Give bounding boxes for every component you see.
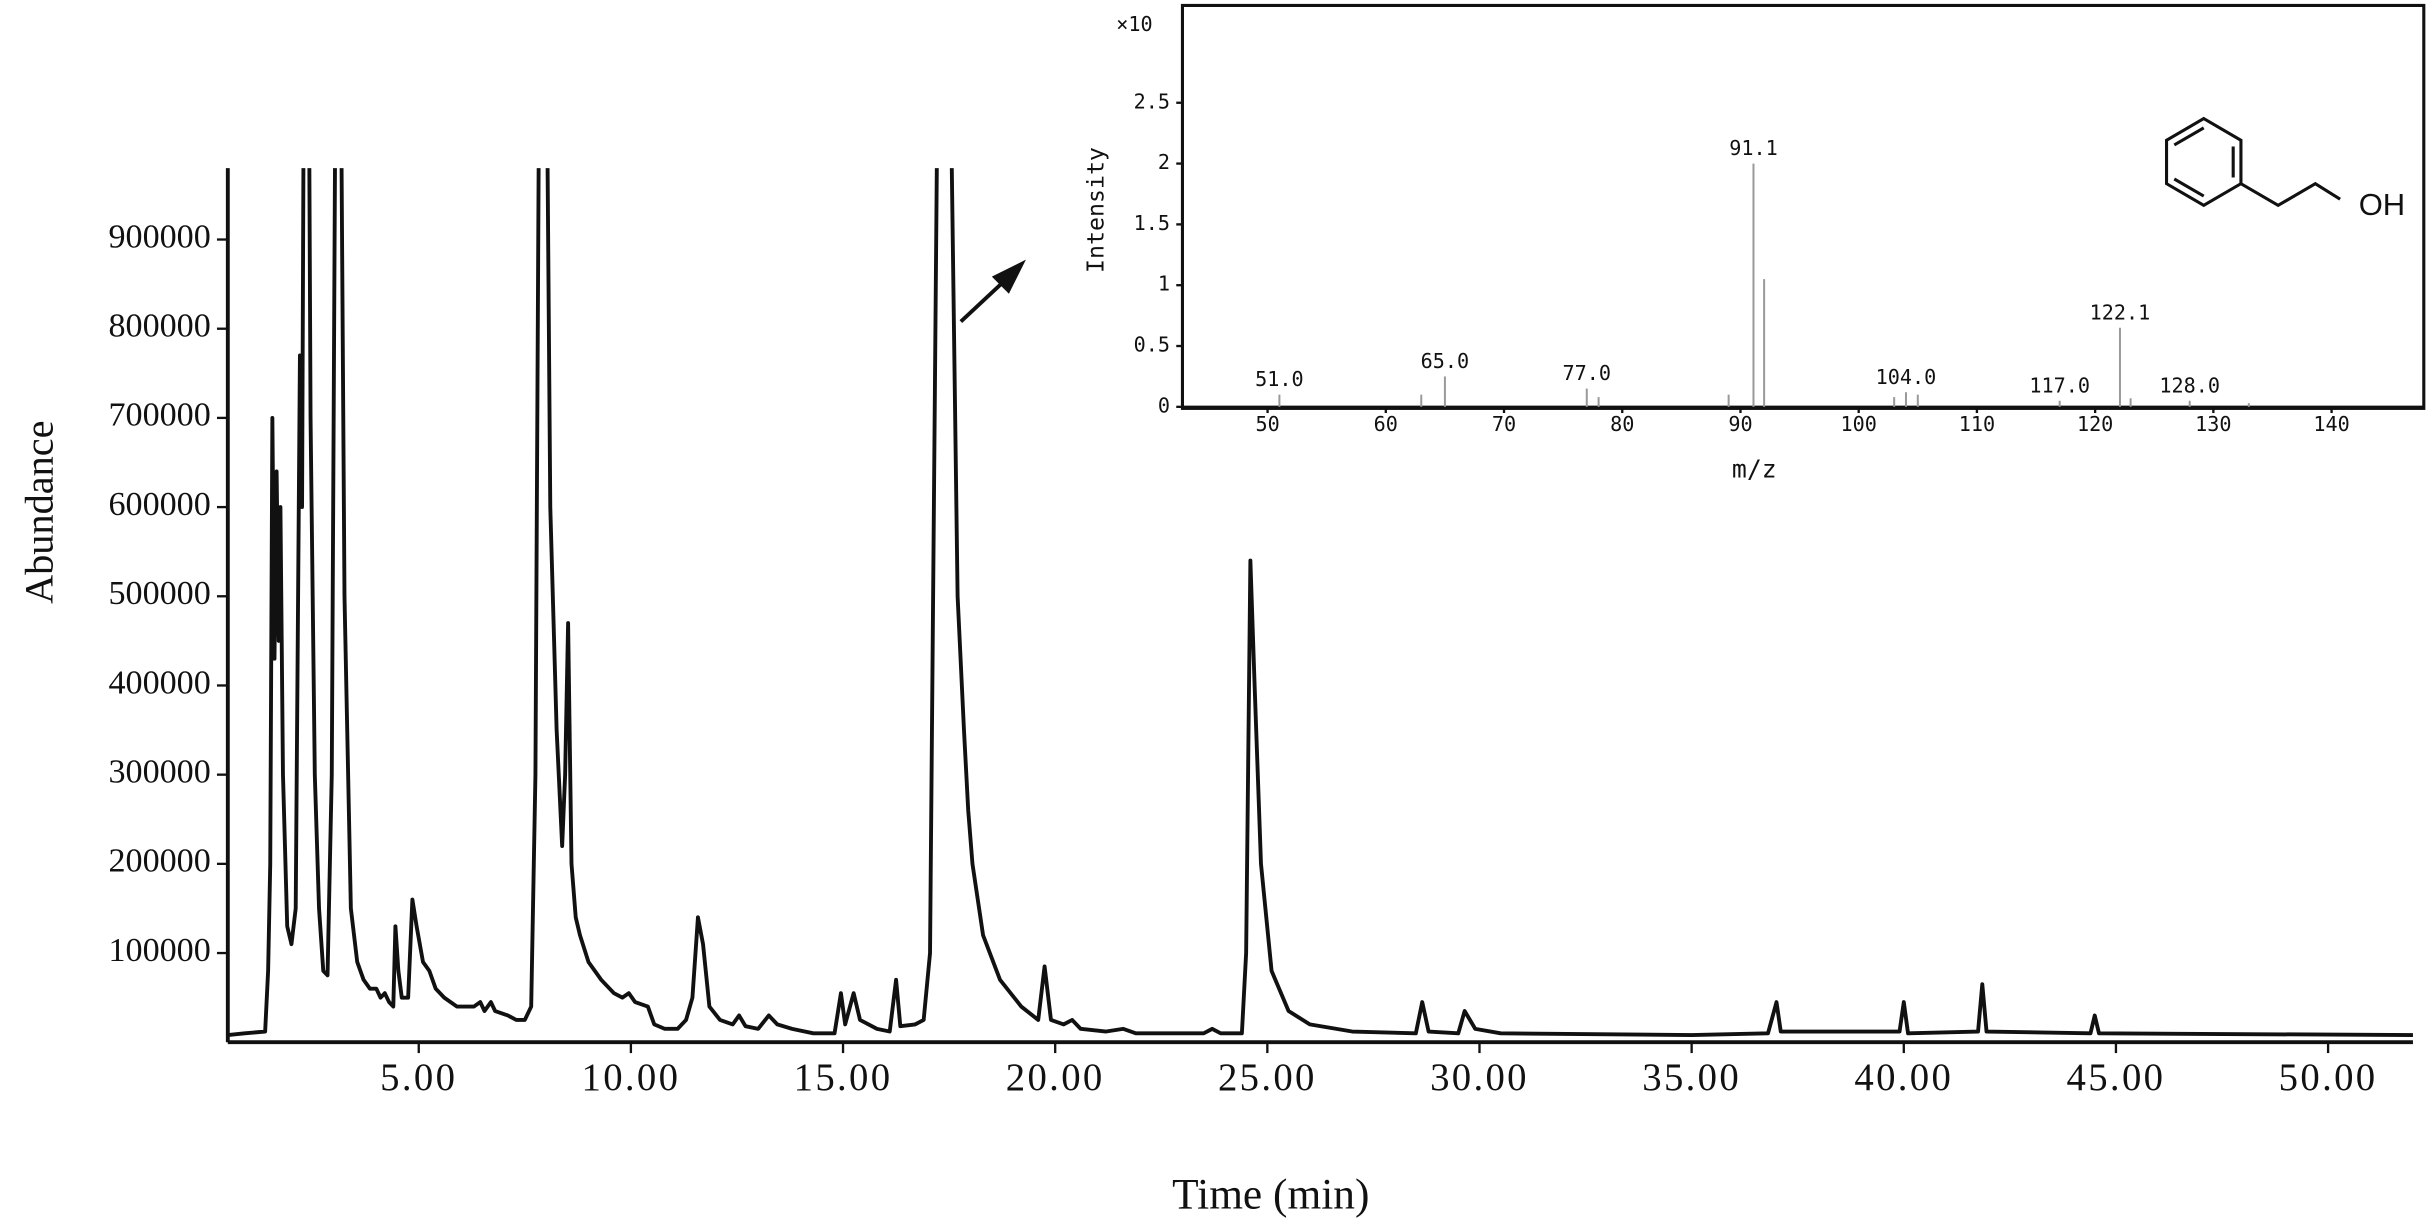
y-tick-label: 400000	[109, 664, 211, 701]
x-tick-label: 60	[1374, 412, 1398, 436]
x-tick-label: 110	[1959, 412, 1995, 436]
y-tick-label: 300000	[109, 753, 211, 790]
structure-label: OH	[2359, 187, 2405, 222]
y-tick-label: 1	[1158, 272, 1170, 296]
arrow-head	[991, 259, 1026, 294]
x-tick-label: 130	[2195, 412, 2231, 436]
y-tick-label: 1.5	[1134, 211, 1170, 235]
y-axis-title: Abundance	[17, 420, 62, 603]
x-tick-label: 90	[1728, 412, 1752, 436]
x-tick-label: 25.00	[1218, 1056, 1317, 1099]
x-tick-label: 15.00	[794, 1056, 893, 1099]
x-tick-label: 45.00	[2067, 1056, 2166, 1099]
y-tick-label: 2	[1158, 150, 1170, 174]
x-tick-label: 70	[1492, 412, 1516, 436]
x-tick-label: 5.00	[380, 1056, 457, 1099]
x-tick-label: 30.00	[1430, 1056, 1529, 1099]
y-tick-label: 0.5	[1134, 333, 1170, 357]
y-tick-label: 800000	[109, 308, 211, 345]
x-tick-label: 50	[1255, 412, 1279, 436]
y-tick-label: 2.5	[1134, 89, 1170, 113]
peak-label: 77.0	[1563, 361, 1611, 385]
y-tick-label: 500000	[109, 575, 211, 612]
y-tick-label: 200000	[109, 843, 211, 880]
peak-label: 51.0	[1255, 367, 1303, 391]
peak-label: 104.0	[1876, 365, 1937, 389]
x-tick-label: 120	[2077, 412, 2113, 436]
y-unit: ×10	[1116, 12, 1152, 36]
structure	[2164, 116, 2341, 208]
x-tick-label: 40.00	[1854, 1056, 1953, 1099]
chromatogram: Abundance Time (min) 100000 200000 300000 4…	[17, 168, 2413, 1219]
peak-label: 122.1	[2090, 300, 2151, 324]
peak-label: 65.0	[1421, 349, 1469, 373]
x-tick-label: 20.00	[1006, 1056, 1105, 1099]
arrow-line	[959, 276, 1009, 324]
peak-label: 117.0	[2029, 373, 2090, 397]
y-tick-label: 700000	[109, 397, 211, 434]
x-tick-label: 140	[2313, 412, 2349, 436]
x-tick-label: 80	[1610, 412, 1634, 436]
x-axis-title: Time (min)	[1172, 1171, 1369, 1219]
y-axis-title: Intensity	[1083, 147, 1110, 273]
x-tick-label: 10.00	[582, 1056, 681, 1099]
y-tick-label: 0	[1158, 393, 1170, 417]
y-tick-label: 900000	[109, 218, 211, 255]
peak-label: 91.1	[1729, 136, 1777, 160]
inset-frame	[1180, 3, 2426, 410]
y-tick-label: 600000	[109, 486, 211, 523]
peak-label: 128.0	[2159, 373, 2220, 397]
chromatogram-line	[227, 168, 2413, 1038]
mass-spectrum: ×10 Intensity m/z OH 0 0.5 1 1.5 2 2.5 50 60 70 8…	[1083, 3, 2426, 483]
x-tick-label: 100	[1841, 412, 1877, 436]
x-tick-label: 35.00	[1642, 1056, 1741, 1099]
y-tick-label: 100000	[109, 932, 211, 969]
x-tick-label: 50.00	[2279, 1056, 2378, 1099]
x-axis-title: m/z	[1732, 454, 1777, 483]
